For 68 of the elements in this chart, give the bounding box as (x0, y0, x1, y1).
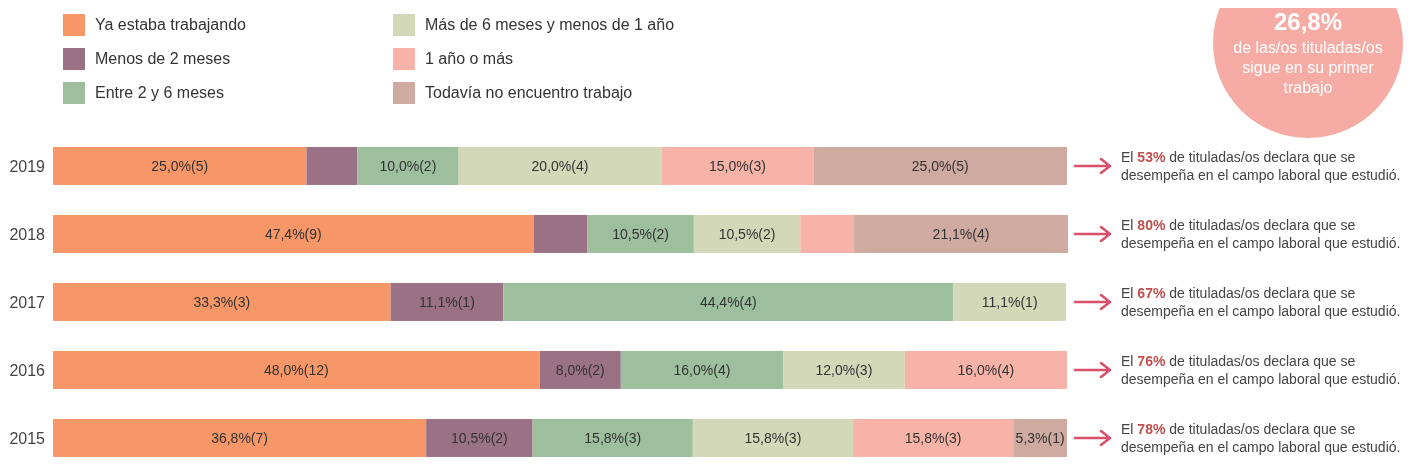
data-label: 47,4%(9) (264, 225, 322, 242)
data-label: 10,5%(2) (450, 429, 508, 446)
data-label: 15,8%(3) (584, 429, 642, 446)
bar (458, 146, 662, 185)
text: El 78% de tituladas/os declara que se desempeña en el campo laboral que estudió. (1121, 421, 1401, 455)
data-label: 16,0%(4) (957, 361, 1015, 378)
data-label: 10,0%(2) (379, 157, 437, 174)
bar (53, 418, 427, 457)
y-tick-label: 2015 (9, 429, 46, 447)
bar (854, 214, 1068, 253)
bar (306, 146, 358, 185)
data-label: 11,1%(1) (419, 293, 475, 310)
bar (953, 282, 1066, 321)
bar (53, 282, 391, 321)
data-label: 11,1%(1) (981, 293, 1038, 310)
text: El 76% de tituladas/os declara que se desempeña en el campo laboral que estudió. (1121, 353, 1401, 387)
legend-label: Más de 6 meses y menos de 1 año (425, 16, 675, 34)
data-label: 5,3%(1) (1015, 429, 1065, 446)
bar (53, 214, 534, 253)
legend-label: Entre 2 y 6 meses (95, 84, 224, 102)
text: El 67% de tituladas/os declara que se desempeña en el campo laboral que estudió. (1121, 285, 1401, 319)
bar (813, 146, 1067, 185)
bar (426, 418, 533, 457)
data-label: 36,8%(7) (211, 429, 268, 446)
data-label: 10,5%(2) (718, 225, 776, 242)
data-label: 15,0%(3) (709, 157, 766, 174)
y-tick-label: 2018 (9, 225, 46, 243)
legend-label: Menos de 2 meses (95, 50, 231, 68)
bar (503, 282, 954, 321)
bar (390, 282, 504, 321)
bar (783, 350, 905, 389)
y-tick-label: 2016 (9, 361, 46, 379)
legend-label: Ya estaba trabajando (95, 16, 246, 34)
bar (853, 418, 1014, 457)
bar (53, 146, 307, 185)
bar (661, 146, 814, 185)
data-label: 10,5%(2) (612, 225, 670, 242)
text: de las/os tituladas/os sigue en su primer trabajo (1232, 38, 1384, 98)
y-tick-label: 2017 (9, 293, 46, 311)
bar (532, 418, 693, 457)
data-label: 44,4%(4) (699, 293, 757, 310)
data-label: 16,0%(4) (673, 361, 731, 378)
text: El 80% de tituladas/os declara que se desempeña en el campo laboral que estudió. (1121, 217, 1401, 251)
legend-label: Todavía no encuentro trabajo (425, 84, 633, 102)
bar (693, 214, 801, 253)
y-tick-label: 2019 (9, 157, 46, 175)
data-label: 33,3%(3) (193, 293, 251, 310)
bar (539, 350, 621, 389)
bar (692, 418, 854, 457)
bar (904, 350, 1067, 389)
bar (620, 350, 784, 389)
bar (533, 214, 588, 253)
legend-label: 1 año o más (425, 50, 514, 68)
data-label: 20,0%(4) (531, 157, 589, 174)
data-label: 21,1%(4) (932, 225, 990, 242)
bar (53, 350, 540, 389)
data-label: 12,0%(3) (815, 361, 873, 378)
bar (357, 146, 459, 185)
text: 26,8% (1272, 8, 1344, 36)
data-label: 15,8%(3) (904, 429, 962, 446)
data-label: 8,0%(2) (555, 361, 605, 378)
bar (587, 214, 694, 253)
data-label: 25,0%(5) (151, 157, 209, 174)
text: El 53% de tituladas/os declara que se desempeña en el campo laboral que estudió. (1121, 149, 1401, 183)
data-label: 48,0%(12) (264, 361, 329, 378)
data-label: 15,8%(3) (744, 429, 802, 446)
bar (800, 214, 855, 253)
data-label: 25,0%(5) (911, 157, 969, 174)
